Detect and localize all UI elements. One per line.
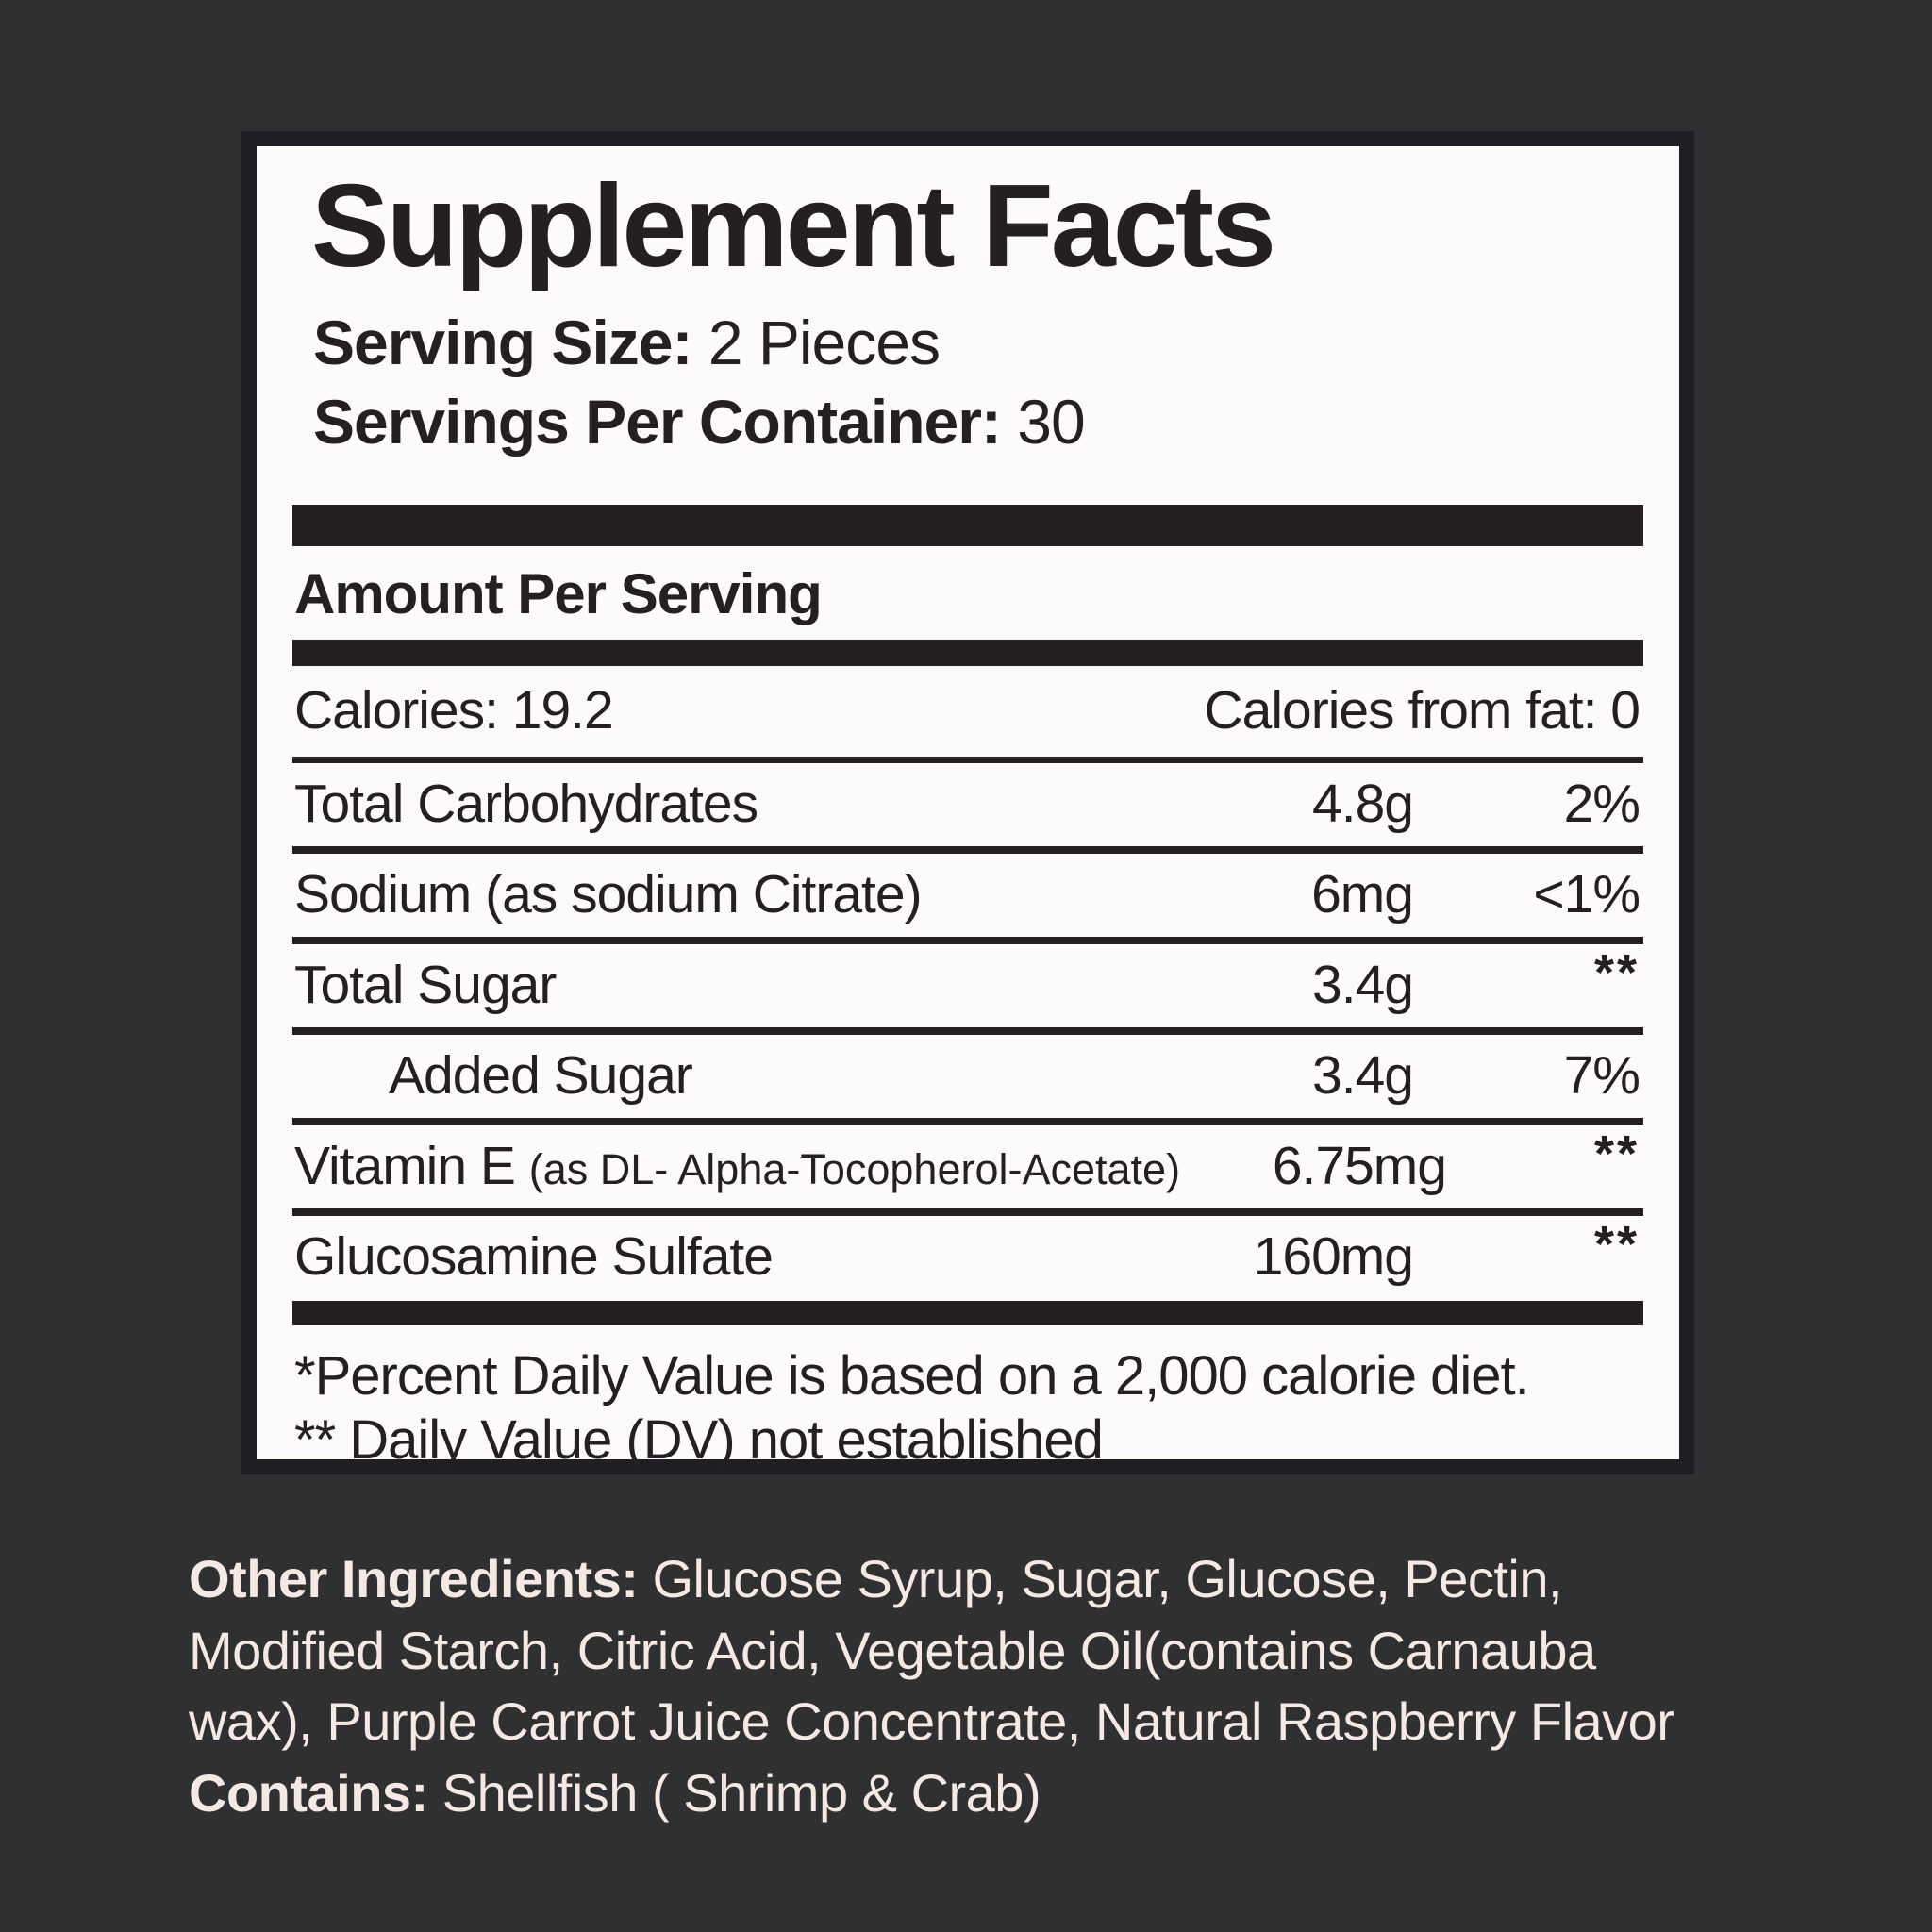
other-ingredients-text: Glucose Syrup, Sugar, Glucose, Pectin, M… [189, 1549, 1674, 1752]
other-ingredients-paragraph: Other Ingredients: Glucose Syrup, Sugar,… [189, 1543, 1698, 1828]
amount-per-serving-heading: Amount Per Serving [294, 562, 823, 626]
calories-value: 19.2 [511, 680, 614, 741]
contains-text: Shellfish ( Shrimp & Crab) [441, 1762, 1041, 1823]
nutrient-name: Total Sugar [294, 955, 557, 1016]
nutrient-amount: 6.75mg [1272, 1136, 1447, 1197]
nutrient-amount: 3.4g [1312, 955, 1414, 1016]
nutrient-daily-value: ** [1593, 1216, 1640, 1274]
nutrient-name: Vitamin E (as DL- Alpha-Tocopherol-Aceta… [294, 1135, 1180, 1197]
serving-size-value: 2 Pieces [708, 308, 941, 378]
nutrient-name-detail: (as DL- Alpha-Tocopherol-Acetate) [528, 1145, 1181, 1194]
footnote-dv-not-established: ** Daily Value (DV) not established [294, 1408, 1104, 1471]
nutrient-amount: 3.4g [1312, 1045, 1414, 1107]
calories-row: Calories: 19.2 Calories from fat: 0 [292, 666, 1643, 764]
serving-size-label: Serving Size: [313, 308, 692, 378]
nutrient-name: Glucosamine Sulfate [294, 1226, 774, 1288]
divider-bottom [292, 1301, 1643, 1326]
calories-from-fat-label: Calories from fat: [1204, 680, 1597, 741]
nutrient-amount: 160mg [1253, 1226, 1414, 1288]
nutrient-row-glucosamine-sulfate: Glucosamine Sulfate 160mg ** [292, 1216, 1643, 1301]
calories-from-fat-cell: Calories from fat: 0 [1204, 679, 1641, 741]
nutrient-name: Added Sugar [389, 1045, 693, 1107]
footnotes: *Percent Daily Value is based on a 2,000… [292, 1344, 1643, 1472]
footnote-percent-daily-value: *Percent Daily Value is based on a 2,000… [294, 1345, 1530, 1407]
nutrient-row-sodium: Sodium (as sodium Citrate) 6mg <1% [292, 854, 1643, 945]
nutrient-name: Sodium (as sodium Citrate) [294, 864, 923, 925]
nutrient-daily-value: 7% [1563, 1045, 1641, 1107]
nutrient-daily-value: <1% [1533, 864, 1641, 925]
divider-thick [292, 505, 1643, 547]
serving-size-line: Serving Size: 2 Pieces [313, 308, 1643, 378]
nutrient-amount: 6mg [1311, 864, 1414, 925]
nutrient-row-added-sugar: Added Sugar 3.4g 7% [292, 1035, 1643, 1126]
nutrient-row-total-carbohydrates: Total Carbohydrates 4.8g 2% [292, 763, 1643, 855]
calories-from-fat-value: 0 [1610, 680, 1641, 741]
other-ingredients-label: Other Ingredients: [189, 1549, 639, 1608]
divider-medium [292, 640, 1643, 667]
calories-label: Calories: [294, 680, 499, 741]
calories-cell: Calories: 19.2 [294, 679, 614, 741]
nutrient-amount: 4.8g [1312, 774, 1414, 835]
nutrient-name-main: Vitamin E [294, 1136, 516, 1197]
supplement-facts-panel: Supplement Facts Serving Size: 2 Pieces … [242, 131, 1694, 1474]
nutrient-name: Total Carbohydrates [294, 774, 758, 835]
contains-label: Contains: [189, 1762, 428, 1823]
nutrient-row-total-sugar: Total Sugar 3.4g ** [292, 944, 1643, 1036]
servings-per-container-line: Servings Per Container: 30 [313, 387, 1643, 458]
servings-per-container-label: Servings Per Container: [313, 387, 1002, 458]
panel-title: Supplement Facts [311, 161, 1276, 291]
nutrient-daily-value: ** [1593, 1125, 1640, 1183]
nutrient-row-vitamin-e: Vitamin E (as DL- Alpha-Tocopherol-Aceta… [292, 1125, 1643, 1217]
servings-per-container-value: 30 [1017, 387, 1085, 458]
nutrient-daily-value: 2% [1563, 774, 1641, 835]
nutrient-daily-value: ** [1593, 944, 1640, 1002]
